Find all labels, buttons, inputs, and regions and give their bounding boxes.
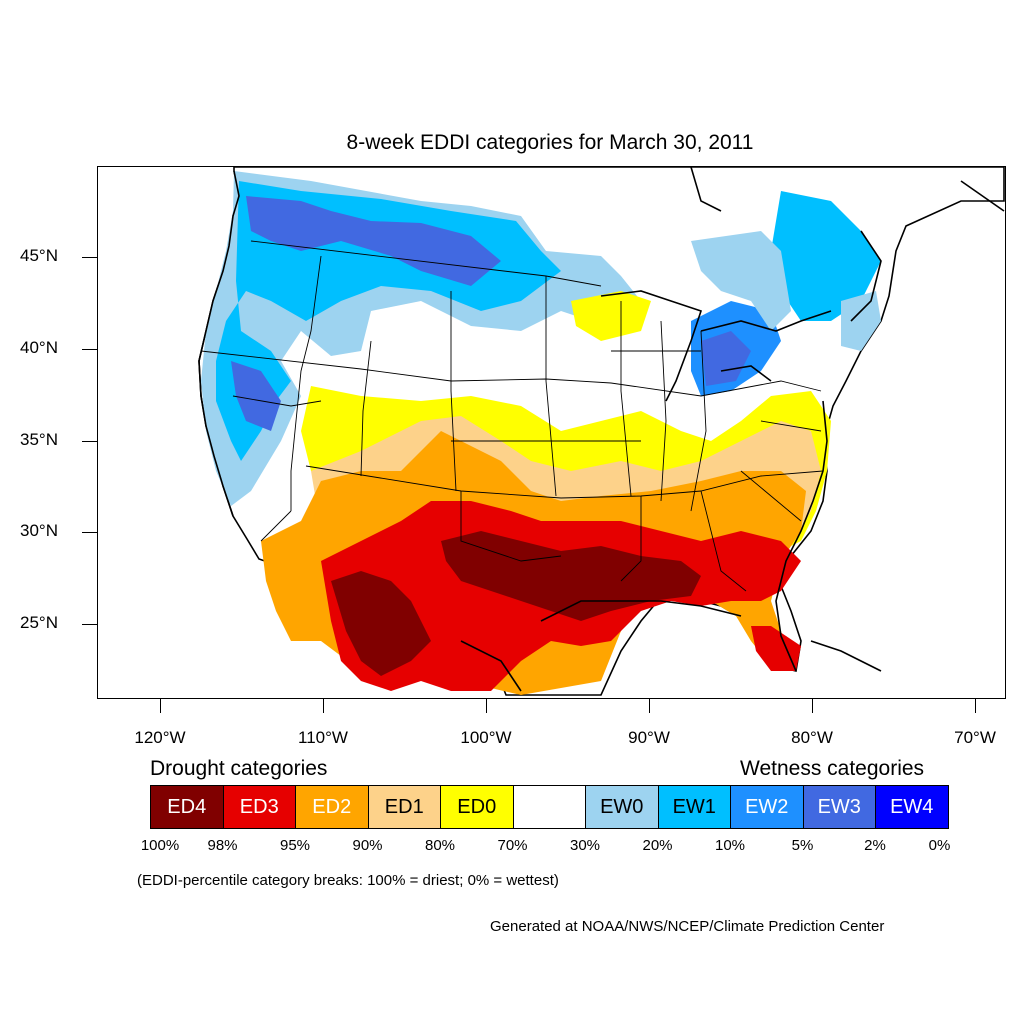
- legend-box-ew2: EW2: [730, 785, 804, 829]
- lat-tick: [82, 441, 97, 442]
- wet-northeast-light: [841, 291, 881, 351]
- lon-tick: [486, 698, 487, 713]
- lon-tick: [975, 698, 976, 713]
- lon-tick: [812, 698, 813, 713]
- coastlines: [198, 167, 1005, 692]
- map-canvas: [198, 167, 1005, 696]
- drought-heading: Drought categories: [150, 757, 328, 780]
- state-boundaries: [200, 240, 824, 592]
- legend-break-label: 100%: [140, 837, 180, 854]
- lat-tick: [82, 349, 97, 350]
- lat-label-25: 25°N: [20, 613, 58, 632]
- legend-break-label: 5%: [791, 837, 814, 854]
- legend-box-ed4: ED4: [150, 785, 224, 829]
- dry-ed3-fl: [751, 626, 801, 671]
- legend-box-ew0: EW0: [585, 785, 659, 829]
- legend-box-ed3: ED3: [222, 785, 296, 829]
- legend-box-ew3: EW3: [802, 785, 876, 829]
- legend-break-label: 10%: [714, 837, 746, 854]
- lat-label-30: 30°N: [20, 521, 58, 540]
- lon-tick: [160, 698, 161, 713]
- lon-label-70: 70°W: [954, 728, 996, 747]
- lon-label-100: 100°W: [460, 728, 512, 747]
- wet-west-ew3: [231, 361, 281, 431]
- lon-label-120: 120°W: [134, 728, 186, 747]
- wet-northeast: [771, 191, 881, 321]
- lat-tick: [82, 624, 97, 625]
- eddi-map: [97, 166, 1006, 699]
- lat-tick: [82, 532, 97, 533]
- legend-break-label: 98%: [207, 837, 238, 854]
- wetness-heading: Wetness categories: [740, 757, 925, 780]
- wet-northeast-ew0: [691, 231, 791, 331]
- lat-tick: [82, 257, 97, 258]
- legend-break-label: 30%: [569, 837, 601, 854]
- map-title: 8-week EDDI categories for March 30, 201…: [346, 131, 754, 154]
- legend-box-ed2: ED2: [295, 785, 369, 829]
- legend-box-ed0: ED0: [440, 785, 514, 829]
- legend-box-ew1: EW1: [657, 785, 731, 829]
- legend-break-label: 95%: [279, 837, 311, 854]
- lon-label-110: 110°W: [298, 728, 348, 747]
- legend-box-ed1: ED1: [367, 785, 441, 829]
- lat-label-35: 35°N: [20, 430, 58, 449]
- legend-box-ew4: EW4: [875, 785, 949, 829]
- lon-label-80: 80°W: [791, 728, 833, 747]
- dry-ed4-south: [441, 531, 701, 621]
- dry-ed4-sw: [331, 571, 431, 676]
- legend-break-label: 20%: [642, 837, 673, 854]
- legend-break-label: 90%: [352, 837, 383, 854]
- legend-break-label: 70%: [497, 837, 528, 854]
- credit-line: Generated at NOAA/NWS/NCEP/Climate Predi…: [490, 918, 885, 935]
- lat-label-40: 40°N: [20, 338, 58, 357]
- legend-break-label: 0%: [928, 837, 951, 854]
- legend-break-label: 80%: [424, 837, 456, 854]
- category-note: (EDDI-percentile category breaks: 100% =…: [137, 872, 559, 889]
- legend-break-label: 2%: [864, 837, 886, 854]
- dry-ed0-nc: [571, 291, 651, 341]
- lon-tick: [323, 698, 324, 713]
- wet-greatlakes-ew3: [701, 331, 751, 386]
- lat-label-45: 45°N: [20, 246, 58, 265]
- legend-box-neutral: [512, 785, 586, 829]
- lon-tick: [649, 698, 650, 713]
- lon-label-90: 90°W: [628, 728, 670, 747]
